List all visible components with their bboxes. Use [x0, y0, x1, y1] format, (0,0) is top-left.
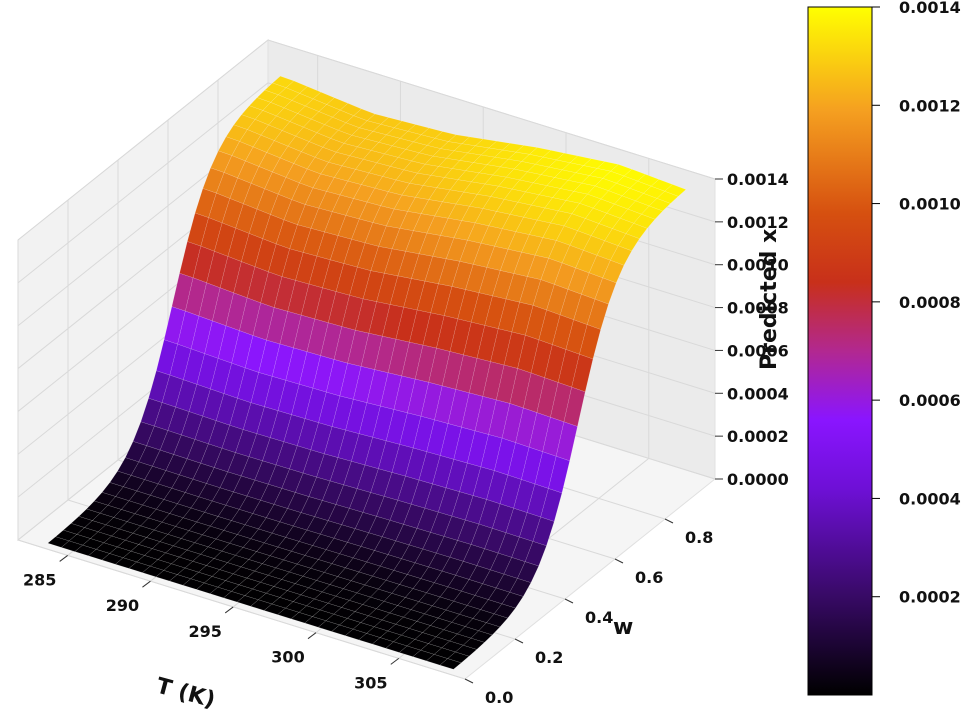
x-tick-mark: [59, 555, 68, 562]
surface-patch: [656, 190, 679, 204]
surface-patch: [501, 591, 524, 609]
y-tick-mark: [664, 518, 674, 524]
x-tick-label: 305: [354, 673, 387, 692]
x-tick-label: 290: [106, 596, 139, 615]
z-axis-ticks: 0.0000 0.0002 0.0004 0.0006 0.0008 0.0010 0.00…: [715, 170, 789, 489]
x-tick-label: 300: [271, 648, 304, 667]
surface-patch: [447, 651, 470, 664]
z-tick-label: 0.0014: [727, 170, 789, 189]
y-tick-label: 0.0: [485, 688, 513, 707]
surface-patch: [586, 298, 609, 330]
y-tick-label: 0.4: [585, 608, 613, 627]
surface-patch: [633, 213, 656, 229]
colorbar-tick-label: 0.0014: [899, 0, 961, 17]
surface-mesh: [47, 75, 687, 670]
surface-patch: [532, 516, 555, 547]
colorbar-ticks: 0.0002 0.0004 0.0006 0.0008 0.0010 0.0012 0.00…: [872, 0, 961, 607]
colorbar-tick-label: 0.0004: [899, 489, 961, 508]
z-tick-label: 0.0012: [727, 213, 789, 232]
colorbar-tick-label: 0.0006: [899, 391, 961, 410]
colorbar-tick-label: 0.0002: [899, 588, 961, 607]
y-tick-label: 0.6: [635, 568, 663, 587]
surface-patch: [555, 421, 578, 462]
z-tick-label: 0.0000: [727, 470, 789, 489]
z-tick-label: 0.0006: [727, 341, 789, 360]
surface-patch: [617, 233, 640, 252]
colorbar-body: [807, 6, 873, 696]
colorbar-tick-label: 0.0008: [899, 293, 961, 312]
y-tick-mark: [564, 598, 574, 604]
y-tick-mark: [614, 558, 624, 564]
x-tick-mark: [142, 580, 151, 588]
y-axis-label: w: [613, 615, 633, 640]
x-tick-mark: [390, 658, 400, 665]
surface-patch: [509, 578, 532, 597]
x-tick-mark: [224, 606, 234, 614]
surface-patch: [439, 658, 462, 670]
colorbar-tick-label: 0.0012: [899, 96, 961, 115]
surface-patch: [602, 259, 625, 284]
y-tick-mark: [464, 678, 474, 684]
colorbar-tick-label: 0.0010: [899, 195, 961, 214]
x-axis-ticks: 285 290 295 300 305: [23, 555, 400, 692]
surface-patch: [664, 184, 687, 197]
surface-patch: [462, 637, 485, 650]
surface-patch: [640, 205, 664, 220]
surface-patch: [571, 353, 594, 393]
z-axis-label: Predicted x: [757, 229, 782, 370]
y-axis-ticks: 0.0 0.2 0.4 0.6 0.8: [464, 518, 713, 707]
surface-patch: [517, 561, 540, 583]
grid-line-z: [17, 39, 716, 241]
y-tick-mark: [514, 638, 524, 644]
y-tick-label: 0.8: [685, 528, 713, 547]
x-tick-label: 295: [189, 622, 222, 641]
surface-patch: [485, 613, 509, 628]
x-tick-mark: [307, 632, 317, 640]
z-tick-label: 0.0004: [727, 384, 789, 403]
colorbar: 0.0002 0.0004 0.0006 0.0008 0.0010 0.0012 0.00…: [807, 0, 961, 696]
z-tick-label: 0.0010: [727, 256, 789, 275]
surface-patch: [625, 222, 648, 240]
z-tick-label: 0.0002: [727, 427, 789, 446]
surface-patch: [648, 198, 671, 212]
surface-patch: [610, 245, 633, 266]
z-tick-label: 0.0008: [727, 299, 789, 318]
x-axis-label: T (K): [153, 674, 217, 714]
surface-patch: [540, 488, 563, 522]
x-tick-label: 285: [23, 570, 56, 589]
y-tick-label: 0.2: [535, 648, 563, 667]
